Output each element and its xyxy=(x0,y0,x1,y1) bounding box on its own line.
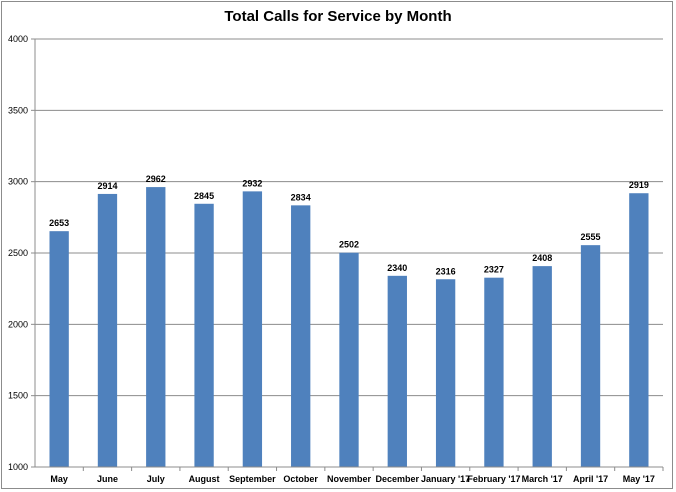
bar xyxy=(484,277,504,467)
bar xyxy=(532,266,552,467)
data-label: 2555 xyxy=(581,232,601,242)
y-tick-label: 1000 xyxy=(8,462,28,472)
y-tick-label: 4000 xyxy=(8,34,28,44)
data-label: 2316 xyxy=(436,266,456,276)
x-tick-label: February '17 xyxy=(467,474,520,484)
y-tick-label: 2000 xyxy=(8,319,28,329)
x-tick-label: May '17 xyxy=(623,474,655,484)
y-tick-label: 3000 xyxy=(8,177,28,187)
data-label: 2327 xyxy=(484,265,504,275)
data-label: 2340 xyxy=(387,263,407,273)
x-tick-label: August xyxy=(189,474,220,484)
x-tick-label: October xyxy=(283,474,318,484)
x-tick-label: January '17 xyxy=(421,474,470,484)
bar xyxy=(146,187,166,467)
x-tick-label: June xyxy=(97,474,118,484)
y-tick-label: 1500 xyxy=(8,391,28,401)
data-label: 2502 xyxy=(339,240,359,250)
data-label: 2653 xyxy=(49,218,69,228)
bar xyxy=(194,203,214,467)
x-tick-label: April '17 xyxy=(573,474,608,484)
data-label: 2919 xyxy=(629,180,649,190)
y-tick-label: 3500 xyxy=(8,105,28,115)
bar xyxy=(97,193,118,467)
bar xyxy=(580,245,601,467)
data-label: 2834 xyxy=(291,192,311,202)
bar xyxy=(629,193,649,468)
x-tick-label: July xyxy=(147,474,165,484)
bar xyxy=(339,252,359,467)
x-tick-label: November xyxy=(327,474,372,484)
data-label: 2845 xyxy=(194,191,214,201)
x-tick-label: September xyxy=(229,474,276,484)
data-label: 2408 xyxy=(532,253,552,263)
bar xyxy=(387,275,407,467)
x-tick-label: May xyxy=(50,474,68,484)
bar xyxy=(291,205,311,467)
chart-title: Total Calls for Service by Month xyxy=(224,8,452,25)
x-tick-label: December xyxy=(376,474,420,484)
bar xyxy=(49,231,69,467)
data-label: 2914 xyxy=(97,181,117,191)
bar xyxy=(242,191,263,468)
y-tick-label: 2500 xyxy=(8,248,28,258)
data-label: 2932 xyxy=(242,178,262,188)
data-label: 2962 xyxy=(146,174,166,184)
x-tick-label: March '17 xyxy=(522,474,563,484)
bar xyxy=(435,279,456,467)
